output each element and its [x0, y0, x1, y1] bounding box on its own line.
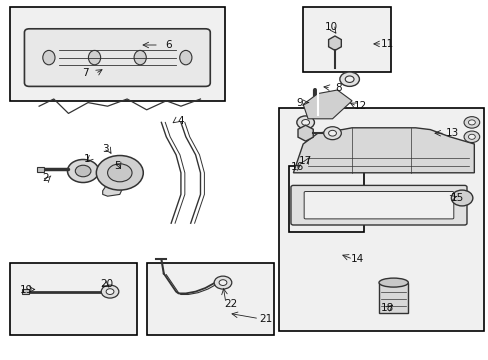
Text: 15: 15 [449, 193, 463, 203]
Text: 22: 22 [224, 299, 237, 309]
Text: 5: 5 [114, 161, 121, 171]
Text: 9: 9 [295, 98, 302, 108]
Circle shape [463, 131, 479, 143]
FancyBboxPatch shape [304, 192, 453, 219]
Circle shape [67, 159, 99, 183]
Text: 2: 2 [42, 173, 49, 183]
Text: 18: 18 [380, 303, 394, 313]
Text: 3: 3 [102, 144, 108, 154]
Circle shape [106, 289, 114, 294]
Text: 6: 6 [165, 40, 172, 50]
Text: 10: 10 [325, 22, 337, 32]
Text: 1: 1 [83, 154, 90, 164]
Text: 8: 8 [334, 83, 341, 93]
Bar [278, 108, 483, 331]
Text: 20: 20 [100, 279, 113, 289]
Ellipse shape [134, 50, 146, 65]
Text: 12: 12 [353, 101, 366, 111]
Text: 16: 16 [290, 162, 304, 172]
Circle shape [328, 130, 336, 136]
Circle shape [345, 76, 353, 82]
Polygon shape [293, 128, 473, 173]
Text: 17: 17 [298, 156, 312, 166]
Circle shape [214, 276, 231, 289]
Polygon shape [297, 125, 313, 141]
Circle shape [296, 116, 314, 129]
Circle shape [75, 165, 91, 177]
FancyBboxPatch shape [290, 185, 466, 225]
Circle shape [219, 280, 226, 285]
Text: 13: 13 [445, 128, 458, 138]
Polygon shape [102, 169, 124, 196]
Text: 7: 7 [82, 68, 89, 78]
Ellipse shape [88, 50, 101, 65]
Circle shape [96, 156, 143, 190]
Polygon shape [328, 36, 341, 50]
Bar [288, 166, 364, 232]
Bar [10, 7, 224, 101]
FancyBboxPatch shape [24, 29, 210, 86]
Circle shape [323, 127, 341, 140]
Bar [10, 263, 137, 335]
Circle shape [463, 117, 479, 128]
Ellipse shape [378, 278, 407, 287]
Circle shape [450, 190, 472, 206]
Bar [22, 289, 29, 294]
Text: 19: 19 [20, 285, 34, 295]
Circle shape [101, 285, 119, 298]
Circle shape [339, 72, 359, 86]
Text: 11: 11 [380, 39, 394, 49]
Polygon shape [303, 90, 351, 119]
Bar [146, 263, 273, 335]
Ellipse shape [43, 50, 55, 65]
Text: 21: 21 [258, 314, 272, 324]
Circle shape [468, 134, 474, 139]
Bar [303, 7, 390, 72]
Circle shape [301, 120, 309, 125]
Text: 4: 4 [177, 116, 184, 126]
Bar [378, 283, 407, 313]
Circle shape [468, 120, 474, 125]
Text: 14: 14 [349, 254, 363, 264]
Circle shape [107, 164, 132, 182]
Ellipse shape [180, 50, 192, 65]
Bar [37, 167, 44, 172]
